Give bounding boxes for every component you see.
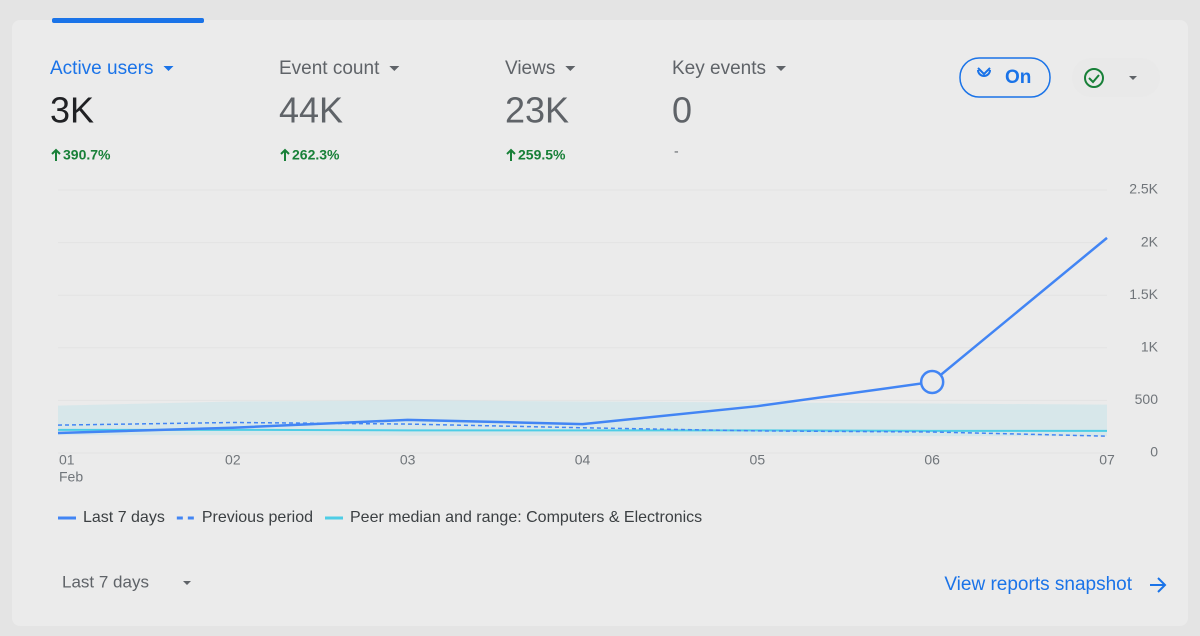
legend-label: Previous period [202,509,313,526]
x-tick-label: 07 [1099,452,1115,468]
card [12,20,1188,626]
highlight-point [919,369,945,395]
y-tick-label: 1.5K [1129,286,1158,302]
toggle-label: On [1005,67,1031,88]
y-tick-label: 0 [1150,444,1158,460]
y-tick-label: 1K [1141,339,1159,355]
x-tick-label: 02 [225,452,241,468]
x-tick-label: 04 [575,452,591,468]
metric-value: 23K [505,90,569,131]
legend-label: Last 7 days [83,509,165,526]
x-tick-label: 06 [924,452,940,468]
check-icon [1084,68,1104,88]
x-tick-label: 05 [750,452,766,468]
toggle-icon [977,67,991,77]
check-mark [1088,74,1100,84]
y-tick-label: 2.5K [1129,181,1158,197]
dropdown-arrow [163,66,174,71]
toggle-pill[interactable] [959,57,1051,98]
metric-label[interactable]: Event count [279,58,380,79]
metric-label[interactable]: Key events [672,58,766,79]
up-arrow [280,148,290,161]
y-tick-label: 2K [1141,233,1159,249]
up-arrow [51,148,61,161]
metric-change: 262.3% [292,147,340,163]
x-tick-label: 01 [59,452,75,468]
dropdown-arrow [565,66,576,71]
tab-indicator [52,18,204,23]
up-arrow [506,148,516,161]
range-selector[interactable]: Last 7 days [62,572,149,591]
peer-range [58,400,1107,437]
dropdown-arrow [389,66,400,71]
metric-change: - [674,143,679,159]
peer-median [58,428,1107,432]
metric-value: 3K [50,90,94,131]
metric-label[interactable]: Active users [50,58,153,79]
y-tick-label: 500 [1135,391,1159,407]
link-arrow [1150,577,1167,593]
dropdown-arrow [776,66,786,71]
metric-label[interactable]: Views [505,58,555,79]
metric-change: 390.7% [63,147,111,163]
metric-change: 259.5% [518,147,566,163]
x-tick-label: 03 [400,452,416,468]
legend-label: Peer median and range: Computers & Elect… [350,509,702,526]
x-sublabel: Feb [59,469,83,485]
snapshot-link[interactable]: View reports snapshot [944,574,1132,595]
dropdown-arrow [183,581,191,585]
metric-value: 0 [672,90,692,131]
dropdown-arrow [1129,76,1137,80]
metric-value: 44K [279,90,343,131]
